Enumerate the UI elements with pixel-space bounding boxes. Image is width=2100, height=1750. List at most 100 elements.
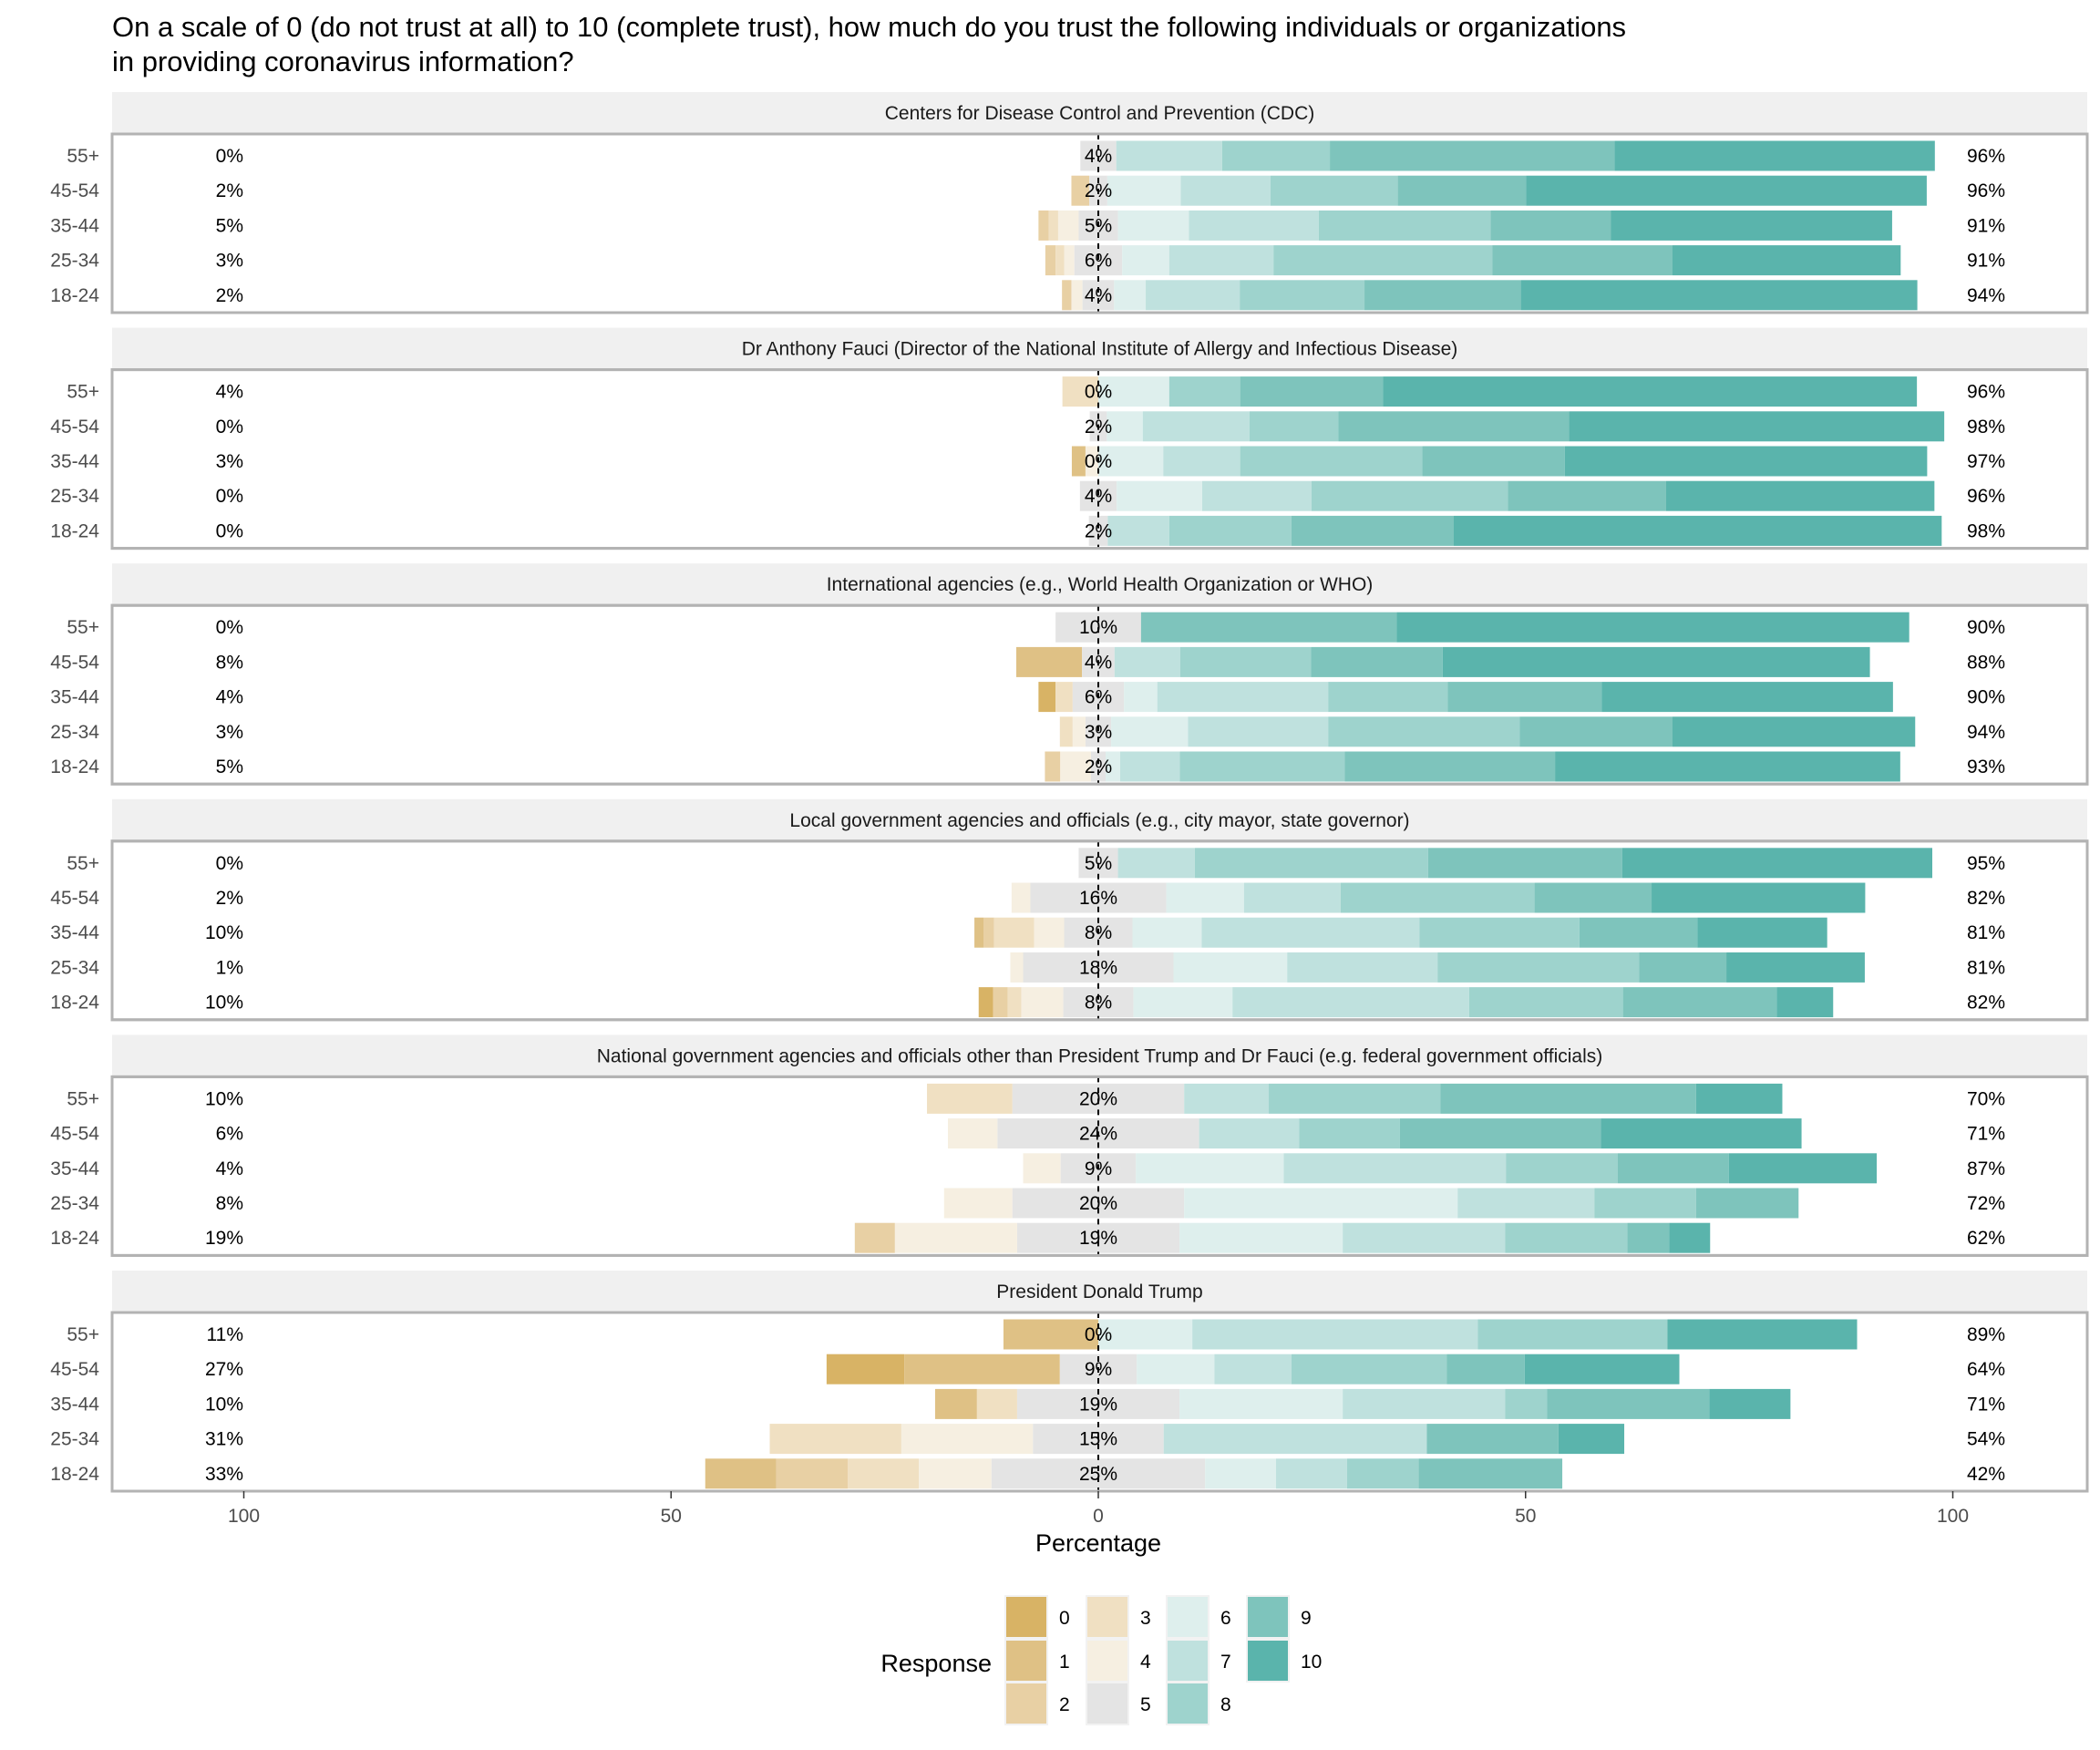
left-percent-label: 2% [216, 180, 243, 201]
row-label: 55+ [67, 617, 99, 638]
bar-segment-6 [1098, 446, 1164, 477]
chart-title-line-1: On a scale of 0 (do not trust at all) to… [112, 11, 1626, 43]
right-percent-label: 82% [1967, 993, 2005, 1014]
bar-row: 25-34 1% 18% 81% [50, 952, 2005, 983]
right-percent-label: 94% [1967, 722, 2005, 743]
legend-item: 4 [1086, 1639, 1151, 1683]
row-label: 45-54 [50, 1359, 99, 1380]
bar-segment-10 [1697, 917, 1827, 948]
bar-row: 25-34 3% 6% 91% [50, 245, 2005, 276]
bar-segment-6 [1166, 882, 1244, 913]
neutral-percent-label: 2% [1085, 757, 1112, 777]
right-percent-label: 96% [1967, 146, 2005, 167]
left-percent-label: 10% [205, 993, 243, 1014]
bar-segment-8 [1328, 716, 1520, 747]
left-percent-label: 6% [216, 1124, 243, 1145]
legend-item: 6 [1166, 1595, 1231, 1639]
bar-segment-6 [1137, 1354, 1215, 1385]
bar-segment-9 [1344, 751, 1556, 782]
bar-segment-1 [1071, 446, 1086, 477]
bar-row: 45-54 0% 2% 98% [50, 411, 2005, 442]
bar-segment-2 [1071, 175, 1090, 206]
bar-segment-9 [1534, 882, 1652, 913]
right-percent-label: 54% [1967, 1429, 2005, 1450]
row-label: 18-24 [50, 1228, 99, 1249]
row-label: 18-24 [50, 993, 99, 1014]
facet-title: Dr Anthony Fauci (Director of the Nation… [742, 339, 1458, 360]
bar-segment-4 [1021, 987, 1064, 1018]
legend-item: 2 [1004, 1682, 1070, 1725]
bar-segment-10 [1621, 848, 1932, 879]
bar-segment-7 [1457, 1188, 1595, 1219]
left-percent-label: 19% [205, 1228, 243, 1249]
left-percent-label: 3% [216, 722, 243, 743]
bar-segment-8 [1168, 515, 1292, 546]
bar-segment-2 [1062, 280, 1072, 311]
bar-segment-8 [1505, 1388, 1548, 1419]
bar-row: 25-34 3% 3% 94% [50, 716, 2005, 747]
bar-segment-3 [769, 1424, 901, 1455]
right-percent-label: 87% [1967, 1158, 2005, 1179]
bar-segment-9 [1627, 1222, 1670, 1253]
bar-segment-5 [1016, 1222, 1180, 1253]
legend-label: 8 [1220, 1694, 1231, 1715]
legend-label: 2 [1059, 1694, 1070, 1715]
right-percent-label: 71% [1967, 1394, 2005, 1415]
bar-segment-9 [1446, 1354, 1525, 1385]
bar-segment-6 [1111, 716, 1189, 747]
bar-segment-7 [1201, 480, 1312, 511]
facet-strip [112, 1271, 2087, 1312]
bar-segment-1 [974, 917, 984, 948]
facet-title: President Donald Trump [996, 1282, 1202, 1302]
bar-row: 18-24 2% 4% 94% [50, 280, 2005, 311]
bar-segment-10 [1520, 280, 1918, 311]
bar-segment-7 [1243, 882, 1341, 913]
row-label: 55+ [67, 146, 99, 167]
bar-segment-6 [1098, 1319, 1193, 1350]
bar-segment-7 [1232, 987, 1469, 1018]
bar-segment-3 [1062, 376, 1098, 407]
right-percent-label: 88% [1967, 652, 2005, 673]
bar-row: 55+ 4% 0% 96% [67, 376, 2005, 407]
bar-segment-9 [1240, 376, 1384, 407]
bar-row: 25-34 8% 20% 72% [50, 1188, 2005, 1219]
neutral-percent-label: 4% [1085, 285, 1112, 306]
neutral-percent-label: 6% [1085, 251, 1112, 272]
right-percent-label: 96% [1967, 486, 2005, 507]
legend-item: 10 [1246, 1639, 1322, 1683]
bar-segment-10 [1614, 140, 1935, 171]
left-percent-label: 10% [205, 1088, 243, 1109]
bar-segment-7 [1116, 140, 1222, 171]
bar-segment-10 [1396, 612, 1910, 643]
right-percent-label: 82% [1967, 888, 2005, 909]
bar-segment-8 [1506, 1153, 1618, 1184]
bar-segment-4 [1057, 210, 1079, 241]
bar-segment-7 [1287, 952, 1438, 983]
bar-segment-3 [1055, 245, 1065, 276]
legend-label: 10 [1301, 1652, 1322, 1673]
bar-segment-10 [1709, 1388, 1791, 1419]
bar-segment-4 [1060, 751, 1092, 782]
row-label: 45-54 [50, 888, 99, 909]
right-percent-label: 98% [1967, 520, 2005, 541]
bar-segment-10 [1524, 1354, 1680, 1385]
bar-row: 18-24 0% 2% 98% [50, 515, 2005, 546]
left-percent-label: 0% [216, 146, 243, 167]
legend-swatch [1248, 1641, 1288, 1681]
facet-border [110, 1075, 2089, 1257]
bar-row: 35-44 10% 8% 81% [50, 917, 2005, 948]
bar-segment-6 [1122, 245, 1169, 276]
legend-swatch [1168, 1597, 1208, 1637]
left-percent-label: 8% [216, 652, 243, 673]
facet-border [110, 603, 2089, 786]
bar-segment-2 [1038, 210, 1049, 241]
row-label: 25-34 [50, 1429, 99, 1450]
legend-swatch [1248, 1597, 1288, 1637]
row-label: 25-34 [50, 722, 99, 743]
legend-swatch [1006, 1683, 1046, 1724]
left-percent-label: 10% [205, 1394, 243, 1415]
bar-segment-3 [993, 917, 1035, 948]
bar-segment-9 [1426, 1424, 1559, 1455]
right-percent-label: 91% [1967, 251, 2005, 272]
